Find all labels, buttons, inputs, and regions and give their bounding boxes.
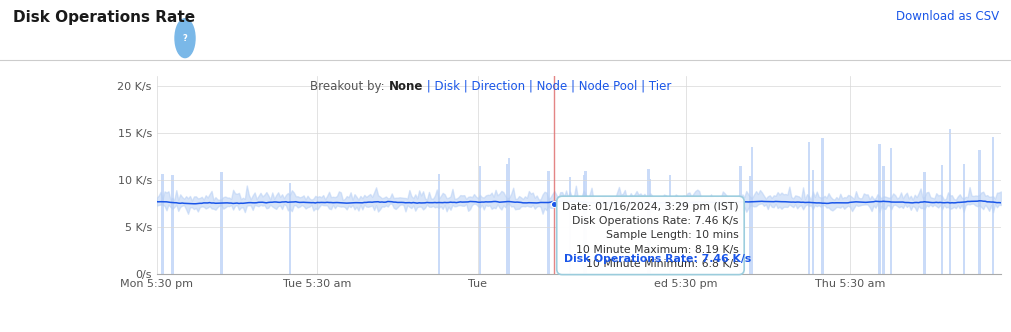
Bar xyxy=(962,164,964,274)
Bar xyxy=(739,166,741,274)
Bar xyxy=(822,137,824,274)
Bar xyxy=(171,175,174,274)
Bar xyxy=(289,183,291,274)
Bar xyxy=(438,174,440,274)
Bar xyxy=(569,177,571,274)
Bar xyxy=(479,166,481,274)
Text: None: None xyxy=(389,80,424,93)
Point xyxy=(546,201,562,207)
Text: Disk Operations Rate: Disk Operations Rate xyxy=(13,10,195,25)
Bar xyxy=(668,175,671,274)
Bar xyxy=(547,171,550,274)
Bar xyxy=(992,137,994,274)
Bar xyxy=(649,179,651,274)
Bar xyxy=(941,165,943,274)
Bar xyxy=(808,142,810,274)
Bar xyxy=(948,129,951,274)
Bar xyxy=(923,172,926,274)
Text: | Disk | Direction | Node | Node Pool | Tier: | Disk | Direction | Node | Node Pool | … xyxy=(423,80,671,93)
Text: ?: ? xyxy=(183,34,187,43)
Bar xyxy=(584,171,586,274)
Bar xyxy=(883,166,885,274)
Bar xyxy=(890,147,893,274)
Text: Date: 01/16/2024, 3:29 pm (IST)
Disk Operations Rate: 7.46 K/s
Sample Length: 10: Date: 01/16/2024, 3:29 pm (IST) Disk Ope… xyxy=(562,202,739,269)
Bar xyxy=(647,169,649,274)
Text: Disk Operations Rate: 7.46 K/s: Disk Operations Rate: 7.46 K/s xyxy=(564,254,751,264)
Bar xyxy=(751,147,753,274)
Bar xyxy=(979,150,981,274)
Bar xyxy=(749,176,751,274)
Bar xyxy=(582,175,585,274)
Bar xyxy=(879,144,881,274)
Circle shape xyxy=(175,19,195,57)
Bar xyxy=(507,164,509,274)
Bar xyxy=(812,170,814,274)
Bar xyxy=(162,174,164,274)
Text: Download as CSV: Download as CSV xyxy=(896,10,999,23)
Bar xyxy=(220,172,222,274)
Bar xyxy=(509,158,511,274)
Text: Breakout by:: Breakout by: xyxy=(309,80,384,93)
